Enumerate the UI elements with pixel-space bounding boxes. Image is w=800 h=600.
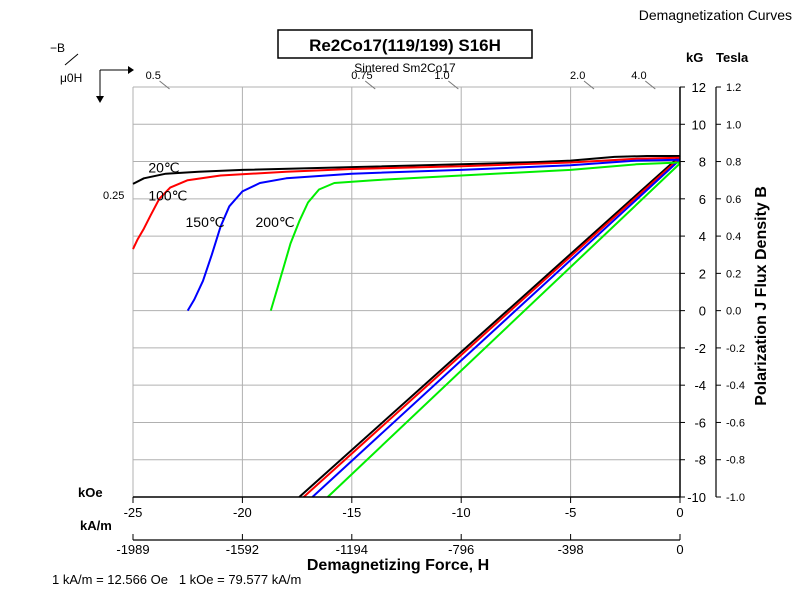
y-tick-label-tesla: 0.2 xyxy=(726,268,741,280)
permeance-labels: 0.25 0.5 0.75 1.0 2.0 4.0 xyxy=(103,70,656,202)
y-tick-label-tesla: -0.6 xyxy=(726,417,745,429)
permeance-tick xyxy=(159,80,170,90)
x-tick-label: -15 xyxy=(342,505,361,520)
y-tick-label-tesla: -0.8 xyxy=(726,455,745,467)
series-j-curve xyxy=(132,156,681,250)
axes: -25 -20 -15 -10 -5 0-1989 -1592 -1194 -796 -398 0-… xyxy=(116,80,745,557)
y-tick-label: -6 xyxy=(694,415,706,430)
x-tick-label: -25 xyxy=(124,505,143,520)
arrow-right-icon xyxy=(128,66,134,74)
series-j-curve xyxy=(186,158,681,312)
x-tick-label-kam: -1989 xyxy=(116,542,149,557)
x-tick-label-kam: -796 xyxy=(448,542,474,557)
permeance-label: 4.0 xyxy=(631,70,646,82)
y-tick-label-tesla: 0.8 xyxy=(726,157,741,169)
y-tick-label: -4 xyxy=(694,378,706,393)
y-tick-label: 8 xyxy=(699,155,706,170)
corner-label-b: −B xyxy=(50,41,65,55)
y-tick-label: 0 xyxy=(699,304,706,319)
corner-axis-indicator: −B μ0H xyxy=(50,41,134,103)
corner-label-mu0h: μ0H xyxy=(60,71,82,85)
y-tick-label-tesla: -1.0 xyxy=(726,492,745,504)
permeance-tick xyxy=(364,80,376,90)
permeance-label: 0.25 xyxy=(103,190,124,202)
x-tick-label: -5 xyxy=(565,505,577,520)
series-b-line xyxy=(327,162,681,498)
x-tick-label: -10 xyxy=(452,505,471,520)
x-tick-label-kam: 0 xyxy=(676,542,683,557)
y-tick-label-tesla: -0.4 xyxy=(726,380,745,392)
x-tick-label: 0 xyxy=(676,505,683,520)
y-tick-label-tesla: 1.2 xyxy=(726,82,741,94)
chart-subtitle: Sintered Sm2Co17 xyxy=(354,61,456,75)
series-label: 200℃ xyxy=(256,214,295,230)
series-j-curve xyxy=(132,155,680,185)
series-label: 20℃ xyxy=(148,160,179,176)
y-tick-label: 6 xyxy=(699,192,706,207)
x-axis-title: Demagnetizing Force, H xyxy=(307,557,489,574)
permeance-label: 1.0 xyxy=(434,70,449,82)
title-box xyxy=(277,29,533,59)
y-tick-label: 10 xyxy=(692,117,706,132)
y-tick-label: -8 xyxy=(694,453,706,468)
y-tick-label-tesla: -0.2 xyxy=(726,343,745,355)
series-b-line xyxy=(302,157,681,498)
y-tick-label: 4 xyxy=(699,229,706,244)
x-unit-bottom: kA/m xyxy=(80,518,112,533)
y-tick-label: 12 xyxy=(692,80,706,95)
series-label: 150℃ xyxy=(186,214,225,230)
series-b-line xyxy=(298,155,681,498)
x-tick-label-kam: -1592 xyxy=(226,542,259,557)
y-tick-label: -2 xyxy=(694,341,706,356)
series-label: 100℃ xyxy=(148,188,187,204)
page-header: Demagnetization Curves xyxy=(639,7,792,23)
x-tick-label-kam: -398 xyxy=(558,542,584,557)
series-b-line xyxy=(311,158,681,498)
permeance-label: 0.75 xyxy=(351,70,372,82)
y-tick-label-tesla: 0.6 xyxy=(726,194,741,206)
permeance-tick xyxy=(644,80,656,90)
y-tick-label-tesla: 0.0 xyxy=(726,306,741,318)
y-tick-label: -10 xyxy=(687,490,706,505)
x-tick-label-kam: -1194 xyxy=(336,542,368,557)
arrow-down-icon xyxy=(96,96,104,103)
y-unit-left: kG xyxy=(686,50,703,65)
permeance-label: 2.0 xyxy=(570,70,585,82)
y-unit-right: Tesla xyxy=(716,50,749,65)
x-tick-label: -20 xyxy=(233,505,252,520)
y-tick-label-tesla: 1.0 xyxy=(726,119,741,131)
x-unit-top: kOe xyxy=(78,485,103,500)
series-j-curve xyxy=(269,161,681,311)
y-tick-label: 2 xyxy=(699,266,706,281)
permeance-tick xyxy=(583,80,595,90)
permeance-tick xyxy=(448,80,459,90)
series-lines: 20℃ 100℃ 150℃ 200℃ xyxy=(132,155,681,498)
corner-divider xyxy=(64,53,79,66)
permeance-label: 0.5 xyxy=(146,70,161,82)
unit-conversion-footnote: 1 kA/m = 12.566 Oe 1 kOe = 79.577 kA/m xyxy=(52,572,301,587)
chart-title: Re2Co17(119/199) S16H xyxy=(309,36,501,55)
y-tick-label-tesla: 0.4 xyxy=(726,231,741,243)
y-axis-title: Polarization J Flux Density B xyxy=(753,186,770,406)
grid-lines xyxy=(132,86,681,498)
